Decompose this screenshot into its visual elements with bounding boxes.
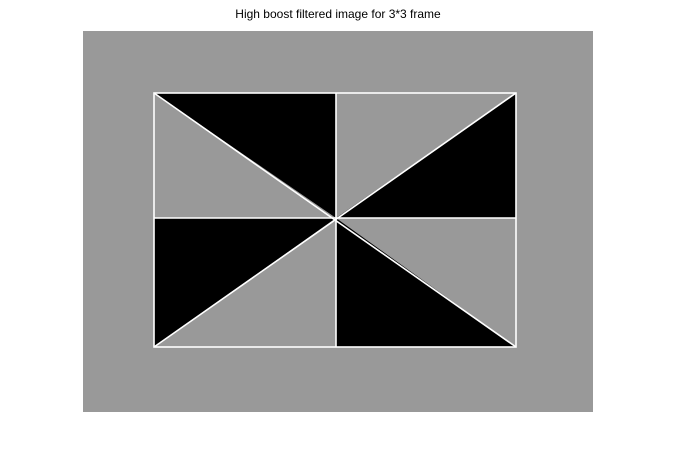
outer-edge (153, 92, 517, 348)
diagonal-edge-2 (153, 92, 517, 348)
filtered-image (83, 31, 593, 412)
figure-title: High boost filtered image for 3*3 frame (235, 7, 441, 21)
